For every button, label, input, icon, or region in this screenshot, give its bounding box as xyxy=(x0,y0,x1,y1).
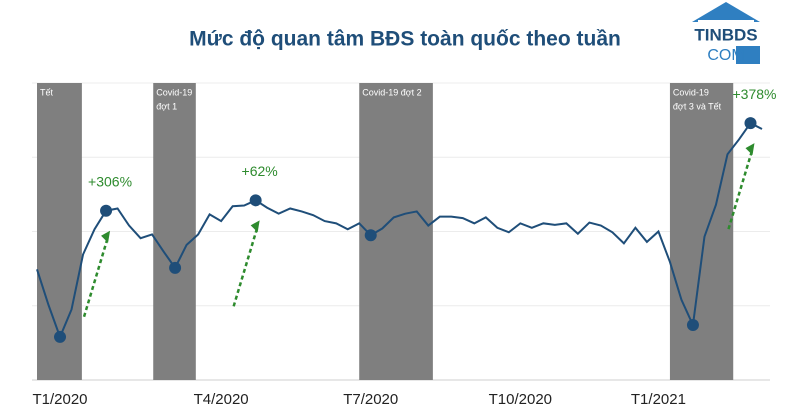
annotation: +378% xyxy=(732,86,776,102)
line xyxy=(36,121,763,340)
region xyxy=(37,83,82,380)
highlight-dot xyxy=(249,194,262,207)
arrow-head xyxy=(250,220,260,233)
logo: TINBDS COM xyxy=(692,2,760,66)
annotation-arrow xyxy=(82,236,110,318)
highlight-dot xyxy=(744,117,757,130)
highlight-dot xyxy=(54,330,67,343)
annotation-arrow xyxy=(232,225,259,307)
highlight-dot xyxy=(686,319,699,332)
region-label: Covid-19 xyxy=(156,87,192,97)
region xyxy=(153,83,196,380)
highlight-dot xyxy=(100,204,113,217)
x-tick-label: T10/2020 xyxy=(489,391,552,408)
highlight-dot xyxy=(364,229,377,242)
annotation: +62% xyxy=(242,163,278,179)
region-label: đợt 1 xyxy=(156,101,177,111)
highlight-dot xyxy=(169,261,182,274)
x-tick-label: T1/2020 xyxy=(32,391,87,408)
logo-box xyxy=(736,46,760,64)
region-label: Tết xyxy=(40,87,54,97)
annotation: +306% xyxy=(88,173,132,189)
x-tick-label: T4/2020 xyxy=(194,391,249,408)
arrow-head xyxy=(745,143,755,156)
region-label: Covid-19 xyxy=(673,87,709,97)
region-label: Covid-19 đợt 2 xyxy=(362,87,421,97)
chart-title: Mức độ quan tâm BĐS toàn quốc theo tuần xyxy=(189,28,621,51)
region xyxy=(669,83,734,380)
logo-text: COM xyxy=(707,47,744,64)
x-tick-label: T7/2020 xyxy=(343,391,398,408)
logo-text: TINBDS xyxy=(694,25,757,44)
logo-roof xyxy=(692,2,760,22)
region-label: đợt 3 và Tết xyxy=(673,101,722,111)
x-tick-label: T1/2021 xyxy=(631,391,686,408)
arrow-head xyxy=(101,230,111,243)
